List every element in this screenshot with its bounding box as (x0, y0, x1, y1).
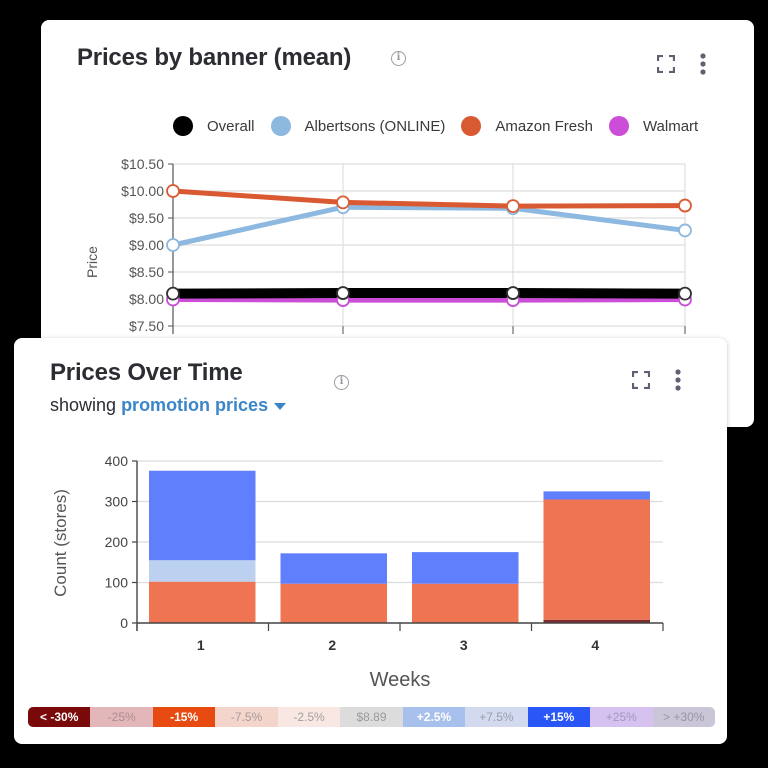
legend-item-walmart[interactable]: Walmart (608, 116, 699, 136)
legend-label: Overall (207, 117, 255, 135)
svg-text:Weeks: Weeks (370, 669, 431, 691)
svg-text:300: 300 (105, 494, 129, 510)
bar-chart: 0 100 200 300 400 1 2 3 4 Count (stores) Weeks (51, 453, 664, 691)
expand-icon[interactable] (657, 55, 675, 73)
card-title: Prices Over Time (50, 359, 243, 386)
more-vertical-icon[interactable] (700, 53, 706, 75)
legend-label: Amazon Fresh (495, 117, 593, 135)
info-icon[interactable]: i (391, 51, 406, 66)
svg-text:4: 4 (591, 637, 599, 653)
scale-cell: $8.89 (340, 707, 403, 727)
card-title: Prices by banner (mean) (77, 44, 352, 71)
svg-text:$7.50: $7.50 (129, 318, 164, 334)
legend-dot (608, 116, 629, 136)
prices-over-time-card: Prices Over Time i showing promotion pri… (14, 338, 727, 744)
legend-item-amazon-fresh[interactable]: Amazon Fresh (461, 116, 593, 136)
legend-label: Albertsons (ONLINE) (304, 117, 446, 135)
svg-text:$8.00: $8.00 (129, 291, 164, 307)
legend-item-albertsons[interactable]: Albertsons (ONLINE) (270, 116, 446, 136)
caret-down-icon (274, 402, 287, 410)
svg-text:$10.50: $10.50 (121, 156, 164, 172)
legend-item-overall[interactable]: Overall (173, 116, 255, 136)
scale-cell: < -30% (28, 707, 91, 727)
more-vertical-icon[interactable] (675, 369, 681, 391)
svg-text:$9.00: $9.00 (129, 237, 164, 253)
expand-icon[interactable] (632, 371, 650, 389)
legend-dot (270, 116, 291, 136)
legend-dot (173, 116, 193, 136)
scale-cell: +15% (527, 707, 591, 727)
svg-text:100: 100 (105, 575, 129, 591)
subtitle-prefix: showing (50, 395, 117, 415)
scale-cell: +2.5% (402, 707, 466, 727)
legend-label: Walmart (642, 117, 699, 135)
scale-cell: -25% (90, 707, 153, 727)
svg-text:$10.00: $10.00 (121, 183, 164, 199)
svg-text:$9.50: $9.50 (129, 210, 164, 226)
svg-text:1: 1 (197, 637, 205, 653)
price-type-dropdown[interactable]: promotion prices (121, 395, 287, 415)
info-icon[interactable]: i (334, 375, 349, 390)
svg-text:0: 0 (120, 615, 128, 631)
scale-cell: > +30% (652, 707, 715, 727)
scale-cell: -15% (152, 707, 216, 727)
subtitle: showing promotion prices (50, 395, 287, 416)
svg-text:200: 200 (105, 534, 129, 550)
svg-text:Price: Price (84, 246, 100, 278)
legend-dot (461, 116, 482, 136)
svg-text:Count (stores): Count (stores) (51, 489, 70, 597)
color-scale-legend: < -30% -25% -15% -7.5% -2.5% $8.89 +2.5% +7.5% +… (28, 707, 715, 727)
dropdown-value: promotion prices (121, 395, 269, 415)
svg-text:3: 3 (460, 637, 468, 653)
scale-cell: +7.5% (465, 707, 528, 727)
svg-text:2: 2 (328, 637, 336, 653)
scale-cell: -7.5% (215, 707, 278, 727)
chart-legend: Overall Albertsons (ONLINE) Amazon Fresh… (173, 116, 698, 136)
svg-text:$8.50: $8.50 (129, 264, 164, 280)
line-chart: $7.50 $8.00 $8.50 $9.00 $9.50 $10.00 $10.50 Pri… (84, 156, 692, 334)
scale-cell: +25% (590, 707, 653, 727)
svg-text:400: 400 (105, 453, 129, 469)
scale-cell: -2.5% (277, 707, 341, 727)
